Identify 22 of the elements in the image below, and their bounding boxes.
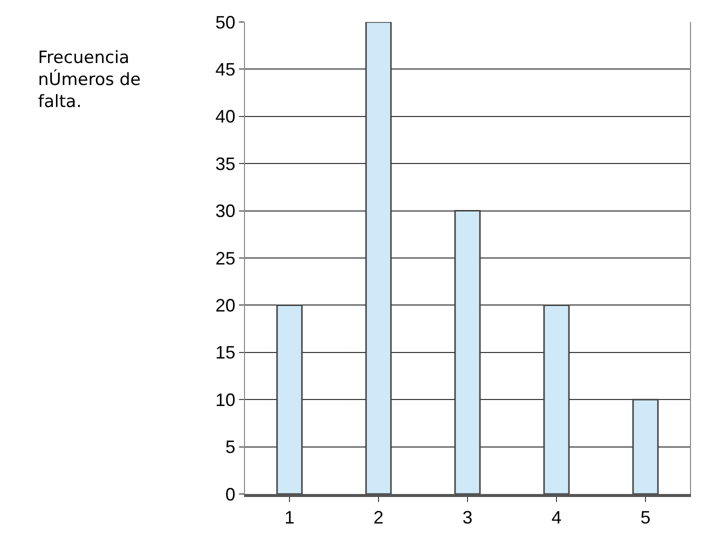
y-tick-label: 25: [215, 248, 236, 268]
y-tick-label: 5: [225, 437, 236, 458]
y-tick-label: 0: [225, 484, 236, 504]
y-tick-label: 15: [215, 342, 236, 363]
y-tick-label: 35: [215, 154, 236, 174]
x-tick-label: 2: [373, 508, 384, 528]
y-tick-label: 45: [215, 60, 236, 80]
y-tick-label: 50: [215, 12, 236, 32]
bar: [454, 210, 481, 494]
x-tick-label: 1: [284, 508, 295, 528]
x-tick-label: 5: [640, 508, 651, 528]
text: Frecuencia nÚmeros de falta.: [38, 48, 141, 112]
y-tick-label: 20: [215, 296, 236, 316]
y-tick-label: 30: [215, 201, 236, 222]
y-tick-label: 40: [215, 106, 236, 127]
bar: [365, 22, 392, 494]
y-tick-label: 10: [215, 390, 236, 410]
bar: [632, 398, 659, 494]
bar: [276, 304, 303, 494]
x-tick-label: 3: [462, 508, 473, 528]
x-tick-label: 4: [551, 508, 562, 528]
bar: [543, 304, 570, 494]
